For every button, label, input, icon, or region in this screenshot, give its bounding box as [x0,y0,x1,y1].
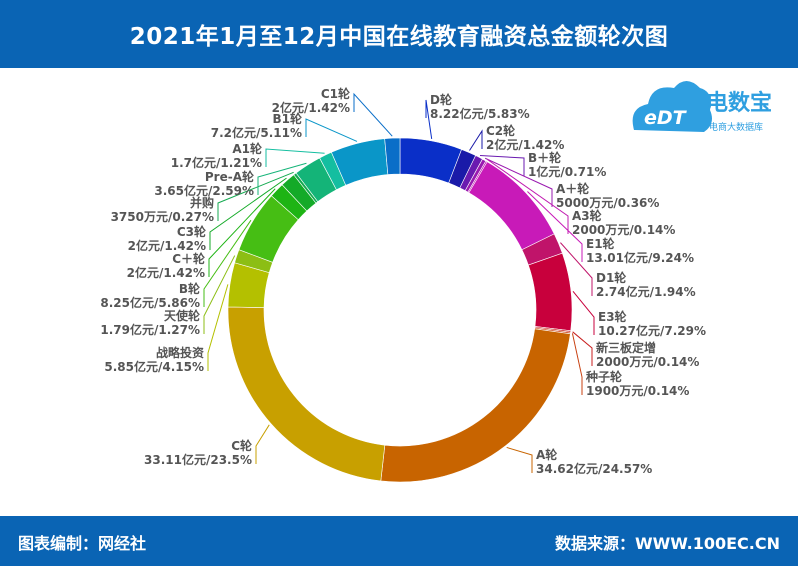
slice-name-label: C2轮 [486,123,516,138]
slice-name-label: D轮 [430,92,453,107]
slice-value-label: 34.62亿元/24.57% [536,461,652,476]
slice-value-label: 2亿元/1.42% [272,100,350,115]
slice-labels: D轮8.22亿元/5.83%C2轮2亿元/1.42%B＋轮1亿元/0.71%A＋… [100,86,706,476]
slice-value-label: 3750万元/0.27% [111,210,214,224]
slice-name-label: A轮 [536,447,558,462]
leader-line-10 [571,333,583,395]
slice-name-label: B1轮 [273,111,303,126]
leader-line-5 [487,159,569,234]
slice-name-label: 战略投资 [156,345,204,360]
slice-value-label: 10.27亿元/7.29% [598,323,706,338]
logo-badge: eDT [644,107,688,129]
leader-line-22 [353,92,393,137]
leader-line-4 [484,157,553,207]
logo-name: 电数宝 [706,90,772,116]
leader-line-17 [209,177,287,250]
slice-name-label: C＋轮 [172,251,206,266]
slice-value-label: 33.11亿元/23.5% [144,452,252,467]
slice-value-label: 2亿元/1.42% [127,265,205,280]
slice-value-label: 1900万元/0.14% [586,384,689,398]
slice-value-label: 2000万元/0.14% [596,355,699,369]
leader-line-19 [257,162,307,195]
slice-name-label: B＋轮 [528,150,562,165]
slice-name-label: 并购 [190,195,214,210]
slice-name-label: A＋轮 [556,181,590,196]
leader-line-15 [203,219,252,307]
leader-line-13 [207,284,229,371]
donut-slices [227,137,573,483]
leader-line-7 [560,242,593,296]
slice-value-label: 1.79亿元/1.27% [100,322,200,337]
slice-value-label: 1亿元/0.71% [528,164,606,179]
slice-name-label: C3轮 [177,224,207,239]
slice-value-label: 2.74亿元/1.94% [596,284,696,299]
slice-value-label: 5000万元/0.36% [556,196,659,210]
logo-subtitle: 电商大数据库 [709,121,763,133]
leader-line-11 [506,446,533,473]
slice-value-label: 2亿元/1.42% [128,238,206,253]
slice-name-label: 种子轮 [585,369,623,384]
slice-value-label: 2000万元/0.14% [572,223,675,237]
footer-bar: 图表编制：网经社 数据来源：WWW.100EC.CN [0,516,798,566]
slice-name-label: C轮 [231,438,253,453]
leader-line-9 [572,331,593,366]
leader-line-3 [479,154,525,176]
slice-name-label: 天使轮 [164,308,201,323]
slice-value-label: 13.01亿元/9.24% [586,250,694,265]
slice-22 [384,137,401,175]
leader-line-2 [469,129,483,151]
slice-name-label: Pre-A轮 [205,169,255,184]
slice-value-label: 1.7亿元/1.21% [171,155,262,170]
leader-line-18 [217,171,294,221]
slice-value-label: 8.25亿元/5.86% [100,295,200,310]
slice-name-label: E1轮 [586,236,616,251]
leader-line-12 [255,424,270,464]
slice-value-label: 7.2亿元/5.11% [211,125,302,140]
slice-value-label: 2亿元/1.42% [486,137,564,152]
slice-name-label: A3轮 [572,208,603,223]
leader-line-14 [203,255,236,334]
leader-line-16 [208,188,276,277]
footer-source: 数据来源：WWW.100EC.CN [554,534,780,553]
leader-line-1 [425,99,433,139]
leader-line-6 [527,191,583,262]
slice-name-label: E3轮 [598,309,628,324]
leader-line-21 [305,118,358,142]
leader-line-8 [572,290,595,335]
slice-value-label: 8.22亿元/5.83% [430,106,530,121]
slice-name-label: D1轮 [596,270,627,285]
slice-name-label: C1轮 [321,86,351,101]
slice-value-label: 5.85亿元/4.15% [104,359,204,374]
slice-8 [527,252,573,332]
slice-name-label: A1轮 [232,141,263,156]
brand-logo: eDT 电数宝 电商大数据库 [632,81,772,133]
chart-title: 2021年1月至12月中国在线教育融资总金额轮次图 [129,24,669,50]
slice-value-label: 3.65亿元/2.59% [154,183,254,198]
slice-name-label: B轮 [179,281,201,296]
cloud-icon [632,81,712,132]
footer-credit: 图表编制：网经社 [18,534,147,553]
title-bar: 2021年1月至12月中国在线教育融资总金额轮次图 [0,0,798,68]
leader-line-20 [265,148,325,167]
slice-name-label: 新三板定增 [596,340,656,355]
